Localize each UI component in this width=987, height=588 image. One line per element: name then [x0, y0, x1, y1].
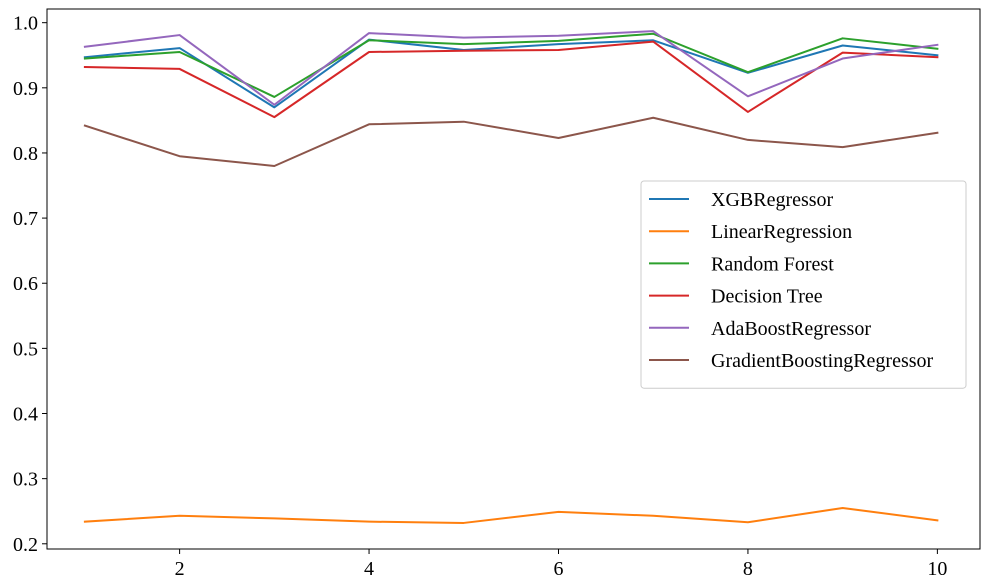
x-tick-label: 2	[175, 558, 185, 580]
series-line-linearregression	[83, 506, 939, 524]
plot-frame	[46, 8, 981, 550]
series-line-random-forest	[83, 32, 939, 98]
y-tick-label: 0.5	[13, 338, 38, 360]
y-tick-label: 0.2	[13, 534, 38, 556]
series-line-xgbregressor	[83, 38, 939, 109]
y-tick-label: 0.6	[13, 273, 38, 295]
legend-label: LinearRegression	[711, 221, 852, 243]
legend-label: GradientBoostingRegressor	[711, 350, 934, 372]
y-tick-label: 0.8	[13, 143, 38, 165]
legend-label: Random Forest	[711, 253, 834, 275]
x-tick-label: 10	[927, 558, 947, 580]
x-axis: 2 4 6 8 10	[175, 549, 947, 580]
legend-box	[640, 180, 967, 389]
y-tick-label: 0.3	[13, 469, 38, 491]
y-tick-label: 1.0	[13, 13, 38, 35]
x-tick-label: 4	[364, 558, 374, 580]
y-tick-label: 0.9	[13, 78, 38, 100]
x-tick-label: 8	[743, 558, 753, 580]
y-tick-label: 0.7	[13, 208, 38, 230]
y-axis: 0.2 0.3 0.4 0.5 0.6 0.7 0.8 0.9 1.0	[13, 13, 47, 556]
legend-label: Decision Tree	[711, 286, 823, 308]
y-tick-label: 0.4	[13, 404, 38, 426]
series-line-adaboostregressor	[83, 30, 939, 106]
legend-label: AdaBoostRegressor	[711, 318, 871, 340]
series-line-decision-tree	[83, 40, 939, 119]
series-layer	[83, 30, 939, 524]
x-tick-label: 6	[553, 558, 563, 580]
legend-label: XGBRegressor	[711, 189, 834, 211]
series-line-gradientboostingregressor	[83, 116, 939, 167]
legend: XGBRegressor LinearRegression Random Fores…	[640, 180, 967, 389]
